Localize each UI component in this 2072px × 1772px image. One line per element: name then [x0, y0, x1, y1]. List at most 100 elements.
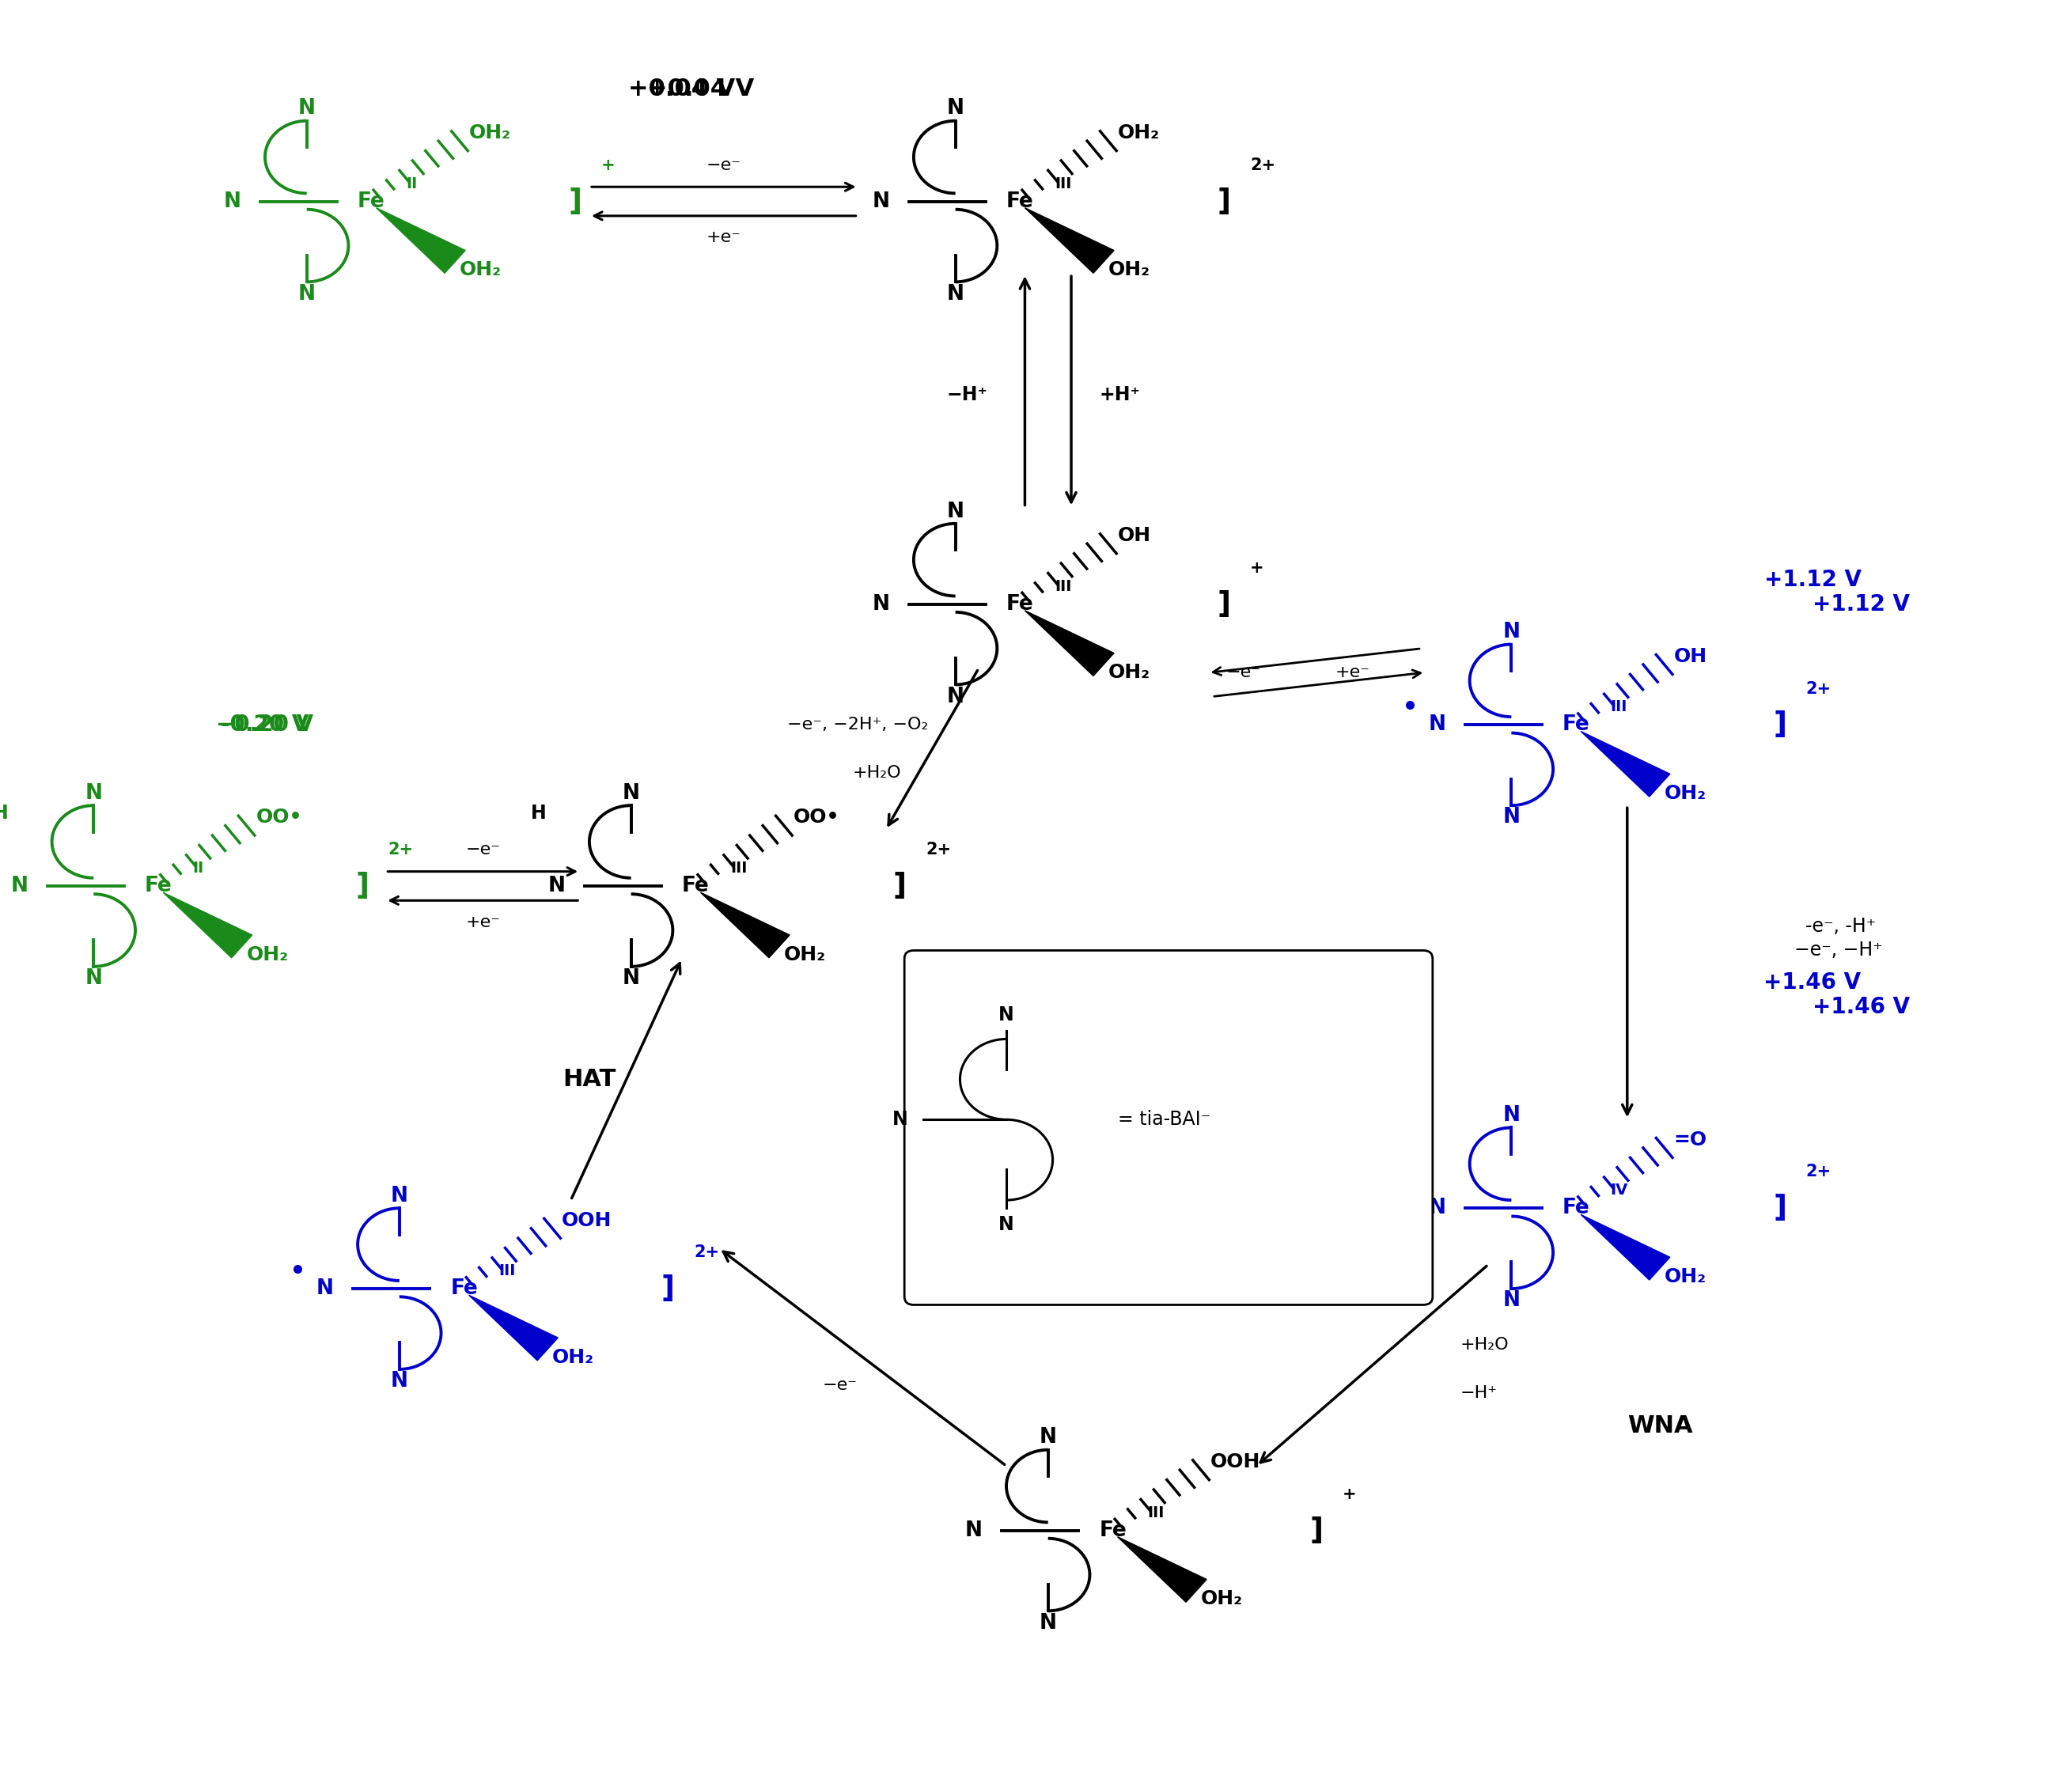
Text: +: +: [1249, 560, 1264, 576]
Text: ]: ]: [356, 872, 369, 900]
Text: OH₂: OH₂: [460, 260, 501, 280]
Text: OH₂: OH₂: [553, 1348, 595, 1366]
Text: −e⁻: −e⁻: [466, 842, 499, 858]
Text: N: N: [1502, 1106, 1521, 1125]
Text: −e⁻, −H⁺: −e⁻, −H⁺: [1794, 941, 1883, 960]
FancyBboxPatch shape: [903, 950, 1432, 1304]
Text: II: II: [193, 861, 203, 875]
Text: IV: IV: [1610, 1184, 1629, 1198]
Text: −e⁻: −e⁻: [823, 1377, 858, 1393]
Text: N: N: [1502, 1290, 1521, 1311]
Text: OH: OH: [1117, 526, 1150, 546]
Polygon shape: [377, 207, 466, 273]
Text: III: III: [729, 861, 748, 875]
Text: OH₂: OH₂: [247, 944, 288, 964]
Text: Fe: Fe: [1562, 1198, 1589, 1219]
Polygon shape: [1581, 732, 1670, 797]
Text: ]: ]: [661, 1274, 675, 1302]
Polygon shape: [1026, 207, 1115, 273]
Text: =O: =O: [1674, 1131, 1707, 1150]
Text: III: III: [1055, 175, 1071, 191]
Text: 2+: 2+: [387, 842, 414, 858]
Text: OH₂: OH₂: [1664, 783, 1707, 803]
Text: ]: ]: [1218, 590, 1231, 618]
Text: Fe: Fe: [1098, 1520, 1127, 1540]
Text: +H⁺: +H⁺: [1098, 385, 1140, 404]
Text: III: III: [499, 1263, 516, 1279]
Text: ]: ]: [1218, 188, 1231, 216]
Text: H: H: [0, 804, 8, 822]
Text: OOH: OOH: [1210, 1453, 1260, 1471]
Text: +1.46 V: +1.46 V: [1763, 971, 1861, 994]
Text: N: N: [1040, 1428, 1057, 1448]
Text: ]: ]: [1774, 1194, 1786, 1223]
Text: Fe: Fe: [145, 875, 172, 897]
Text: +1.12 V: +1.12 V: [1813, 594, 1910, 615]
Text: 2+: 2+: [926, 842, 951, 858]
Text: OH₂: OH₂: [1117, 124, 1160, 142]
Text: N: N: [298, 284, 315, 305]
Text: Fe: Fe: [450, 1278, 479, 1299]
Text: N: N: [1502, 622, 1521, 643]
Text: N: N: [999, 1005, 1013, 1024]
Text: N: N: [872, 191, 891, 211]
Text: OH₂: OH₂: [468, 124, 512, 142]
Text: −e⁻: −e⁻: [1227, 664, 1262, 680]
Text: III: III: [1148, 1504, 1164, 1520]
Polygon shape: [1026, 611, 1115, 675]
Text: HAT: HAT: [564, 1069, 615, 1092]
Text: N: N: [1040, 1613, 1057, 1634]
Text: H: H: [530, 804, 547, 822]
Polygon shape: [468, 1295, 557, 1361]
Text: OOH: OOH: [562, 1210, 611, 1230]
Text: +e⁻: +e⁻: [707, 230, 742, 246]
Text: N: N: [966, 1520, 982, 1540]
Text: +e⁻: +e⁻: [1334, 664, 1370, 680]
Text: -e⁻, -H⁺: -e⁻, -H⁺: [1805, 916, 1875, 936]
Text: N: N: [10, 875, 29, 897]
Text: II: II: [406, 175, 416, 191]
Text: N: N: [999, 1216, 1013, 1233]
Text: N: N: [622, 783, 640, 804]
Text: 2+: 2+: [1807, 1164, 1832, 1180]
Text: Fe: Fe: [1007, 594, 1034, 615]
Polygon shape: [1117, 1536, 1206, 1602]
Text: −H⁺: −H⁺: [947, 385, 988, 404]
Text: 2+: 2+: [1249, 158, 1276, 174]
Text: N: N: [224, 191, 240, 211]
Text: +0.04 V: +0.04 V: [628, 78, 736, 99]
Text: +0.04 V: +0.04 V: [646, 78, 754, 99]
Text: OH₂: OH₂: [1109, 260, 1150, 280]
Text: ]: ]: [1774, 711, 1786, 739]
Text: N: N: [622, 968, 640, 989]
Text: ]: ]: [893, 872, 908, 900]
Text: +1.12 V: +1.12 V: [1763, 569, 1861, 592]
Text: N: N: [947, 99, 963, 119]
Text: N: N: [872, 594, 891, 615]
Text: −0.20 V: −0.20 V: [215, 714, 313, 735]
Text: +: +: [601, 158, 615, 174]
Text: N: N: [1428, 714, 1446, 735]
Text: III: III: [1610, 700, 1627, 714]
Text: OH₂: OH₂: [1202, 1589, 1243, 1609]
Text: Fe: Fe: [682, 875, 709, 897]
Text: N: N: [317, 1278, 334, 1299]
Text: N: N: [85, 968, 102, 989]
Text: N: N: [891, 1109, 908, 1129]
Text: N: N: [947, 501, 963, 521]
Text: 2+: 2+: [1807, 680, 1832, 696]
Text: ]: ]: [1310, 1517, 1324, 1545]
Text: OH: OH: [1674, 647, 1707, 666]
Text: −H⁺: −H⁺: [1461, 1386, 1498, 1402]
Polygon shape: [164, 893, 253, 959]
Text: +e⁻: +e⁻: [466, 914, 499, 930]
Text: −e⁻: −e⁻: [707, 158, 742, 174]
Text: N: N: [947, 686, 963, 707]
Text: N: N: [1428, 1198, 1446, 1219]
Text: OH₂: OH₂: [1109, 663, 1150, 682]
Text: −e⁻, −2H⁺, −O₂: −e⁻, −2H⁺, −O₂: [787, 718, 928, 734]
Text: +1.46 V: +1.46 V: [1813, 996, 1910, 1017]
Text: +H₂O: +H₂O: [852, 766, 901, 781]
Text: N: N: [85, 783, 102, 804]
Text: OO•: OO•: [794, 808, 839, 828]
